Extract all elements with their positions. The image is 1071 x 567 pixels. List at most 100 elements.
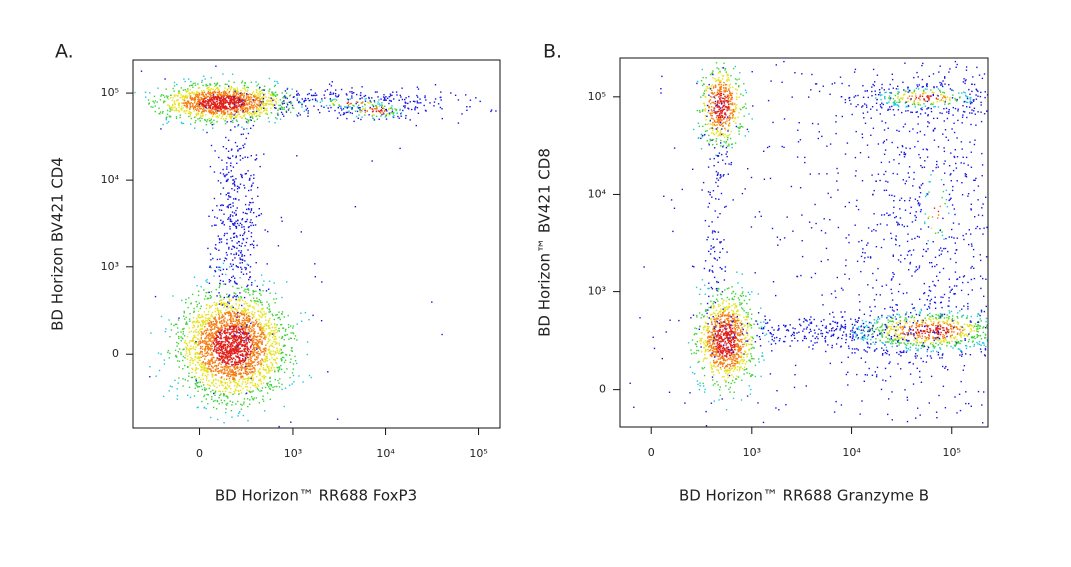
event-dot [220, 94, 222, 96]
event-dot [335, 95, 337, 97]
event-dot [255, 336, 258, 338]
event-dot [268, 121, 270, 123]
event-dot [369, 106, 371, 109]
event-dot [382, 106, 384, 109]
event-dot [249, 118, 251, 121]
event-dot [198, 364, 201, 366]
event-dot [189, 112, 191, 115]
event-dot [226, 355, 228, 358]
event-dot [214, 101, 216, 103]
event-dot [205, 379, 208, 381]
event-dot [277, 317, 279, 319]
event-dot [219, 334, 222, 336]
event-dot [214, 338, 217, 341]
event-dot [208, 86, 210, 89]
event-dot [240, 245, 242, 247]
event-dot [197, 362, 200, 364]
event-dot [231, 86, 233, 89]
event-dot [231, 369, 233, 372]
event-dot [268, 348, 270, 350]
event-dot [198, 343, 200, 345]
event-dot [244, 344, 246, 346]
event-dot [153, 102, 155, 104]
event-dot [226, 242, 228, 245]
event-dot [227, 343, 229, 346]
event-dot [289, 376, 291, 379]
event-dot [230, 346, 232, 348]
event-dot [243, 313, 245, 315]
event-dot [253, 177, 255, 179]
event-dot [305, 99, 307, 101]
event-dot [282, 101, 284, 103]
event-dot [243, 401, 245, 403]
event-dot [235, 104, 238, 107]
event-dot [217, 342, 220, 345]
event-dot [212, 92, 214, 94]
event-dot [278, 317, 280, 319]
event-dot [226, 364, 228, 367]
event-dot [360, 118, 362, 121]
event-dot [246, 362, 248, 365]
event-dot [194, 98, 197, 101]
event-dot [381, 106, 383, 108]
event-dot [258, 361, 260, 363]
event-dot [190, 98, 193, 100]
event-dot [227, 353, 229, 355]
event-dot [207, 329, 209, 331]
event-dot [237, 338, 239, 340]
event-dot [198, 359, 200, 361]
event-dot [371, 108, 373, 110]
event-dot [234, 392, 236, 395]
event-dot [199, 340, 201, 342]
event-dot [230, 388, 232, 390]
event-dot [186, 343, 188, 345]
event-dot [224, 94, 226, 97]
event-dot [267, 382, 269, 384]
event-dot [247, 351, 250, 353]
event-dot [334, 98, 336, 100]
event-dot [200, 96, 202, 99]
event-dot [219, 98, 221, 100]
event-dot [232, 339, 234, 341]
event-dot [221, 370, 223, 372]
event-dot [213, 103, 215, 105]
event-dot [356, 93, 358, 96]
event-dot [202, 381, 204, 384]
event-dot [260, 98, 262, 100]
event-dot [255, 342, 257, 344]
event-dot [219, 394, 221, 397]
event-dot [197, 95, 200, 97]
event-dot [717, 79, 719, 81]
event-dot [258, 298, 260, 301]
event-dot [228, 302, 230, 304]
event-dot [270, 323, 273, 325]
event-dot [405, 117, 407, 119]
event-dot [179, 96, 181, 99]
event-dot [280, 216, 283, 219]
event-dot [272, 94, 275, 96]
event-dot [253, 321, 255, 324]
event-dot [178, 90, 180, 92]
event-dot [194, 352, 196, 355]
event-dot [314, 98, 317, 100]
event-dot [244, 288, 246, 291]
event-dot [204, 96, 206, 99]
event-dot [188, 350, 191, 352]
event-dot [252, 330, 255, 332]
event-dot [219, 359, 222, 361]
event-dot [251, 365, 253, 367]
event-dot [212, 95, 215, 98]
event-dot [241, 176, 243, 179]
event-dot [269, 292, 271, 294]
event-dot [244, 323, 247, 325]
event-dot [183, 341, 186, 344]
event-dot [338, 105, 340, 107]
event-dot [279, 367, 281, 369]
event-dot [241, 98, 243, 100]
event-dot [372, 105, 375, 108]
event-dot [183, 335, 186, 337]
event-dot [349, 98, 351, 100]
event-dot [199, 106, 201, 108]
event-dot [380, 115, 382, 117]
event-dot [172, 87, 174, 90]
